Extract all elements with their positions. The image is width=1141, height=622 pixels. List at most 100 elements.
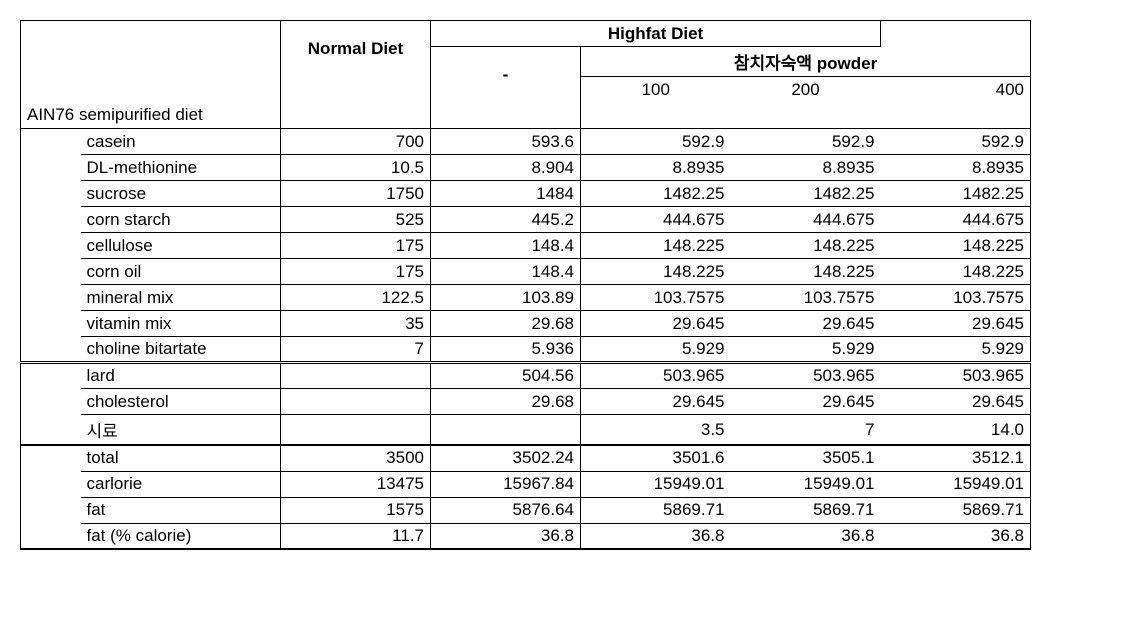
data-cell: 14.0 — [881, 415, 1031, 446]
data-cell: 29.68 — [431, 389, 581, 415]
data-cell: 8.904 — [431, 155, 581, 181]
data-cell — [431, 415, 581, 446]
header-blank — [21, 47, 81, 77]
table-row: fat15755876.645869.715869.715869.71 — [21, 497, 1031, 523]
data-cell: 503.965 — [881, 363, 1031, 389]
data-cell: 148.4 — [431, 233, 581, 259]
data-cell: 593.6 — [431, 129, 581, 155]
data-cell: 175 — [281, 259, 431, 285]
row-label: total — [81, 445, 281, 471]
data-cell: 444.675 — [881, 207, 1031, 233]
data-cell — [281, 389, 431, 415]
data-cell: 7 — [281, 337, 431, 363]
data-cell: 3505.1 — [731, 445, 881, 471]
row-label: choline bitartate — [81, 337, 281, 363]
row-label: casein — [81, 129, 281, 155]
indent-cell — [21, 471, 81, 497]
table-row: corn starch525445.2444.675444.675444.675 — [21, 207, 1031, 233]
data-cell: 29.68 — [431, 311, 581, 337]
indent-cell — [21, 415, 81, 446]
data-cell: 148.225 — [581, 259, 731, 285]
table-row: cholesterol29.6829.64529.64529.645 — [21, 389, 1031, 415]
table-row: choline bitartate75.9365.9295.9295.929 — [21, 337, 1031, 363]
data-cell: 29.645 — [881, 311, 1031, 337]
data-cell: 1482.25 — [581, 181, 731, 207]
data-cell: 503.965 — [731, 363, 881, 389]
header-blank — [281, 103, 431, 129]
row-label: cellulose — [81, 233, 281, 259]
col-normal-diet: Normal Diet — [281, 21, 431, 77]
data-cell: 5876.64 — [431, 497, 581, 523]
indent-cell — [21, 363, 81, 389]
data-cell: 29.645 — [731, 389, 881, 415]
table-row: sucrose175014841482.251482.251482.25 — [21, 181, 1031, 207]
data-cell — [281, 363, 431, 389]
data-cell: 175 — [281, 233, 431, 259]
table-row: total35003502.243501.63505.13512.1 — [21, 445, 1031, 471]
col-powder: 참치자숙액 powder — [581, 47, 1031, 77]
data-cell: 148.225 — [881, 259, 1031, 285]
data-cell: 8.8935 — [731, 155, 881, 181]
data-cell: 444.675 — [731, 207, 881, 233]
indent-cell — [21, 181, 81, 207]
data-cell: 15949.01 — [731, 471, 881, 497]
data-cell: 15949.01 — [881, 471, 1031, 497]
data-cell: 148.225 — [881, 233, 1031, 259]
row-label: lard — [81, 363, 281, 389]
data-cell: 148.4 — [431, 259, 581, 285]
data-cell: 5.929 — [731, 337, 881, 363]
table-row: corn oil175148.4148.225148.225148.225 — [21, 259, 1031, 285]
data-cell: 5.929 — [881, 337, 1031, 363]
indent-cell — [21, 389, 81, 415]
table-row: DL-methionine10.58.9048.89358.89358.8935 — [21, 155, 1031, 181]
data-cell: 15949.01 — [581, 471, 731, 497]
data-cell: 3500 — [281, 445, 431, 471]
data-cell: 29.645 — [731, 311, 881, 337]
header-blank — [281, 77, 431, 103]
data-cell: 1575 — [281, 497, 431, 523]
indent-cell — [21, 129, 81, 155]
data-cell: 525 — [281, 207, 431, 233]
data-cell: 445.2 — [431, 207, 581, 233]
data-cell: 5869.71 — [881, 497, 1031, 523]
data-cell: 8.8935 — [581, 155, 731, 181]
data-cell: 36.8 — [581, 523, 731, 549]
header-blank — [731, 103, 881, 129]
table-row: casein700593.6592.9592.9592.9 — [21, 129, 1031, 155]
indent-cell — [21, 285, 81, 311]
data-cell: 11.7 — [281, 523, 431, 549]
indent-cell — [21, 259, 81, 285]
data-cell: 5869.71 — [731, 497, 881, 523]
data-cell: 29.645 — [581, 389, 731, 415]
col-dose-400: 400 — [881, 77, 1031, 103]
row-label: fat — [81, 497, 281, 523]
row-label: corn oil — [81, 259, 281, 285]
indent-cell — [21, 207, 81, 233]
header-blank — [881, 103, 1031, 129]
data-cell: 700 — [281, 129, 431, 155]
data-cell: 3502.24 — [431, 445, 581, 471]
data-cell: 3.5 — [581, 415, 731, 446]
indent-cell — [21, 445, 81, 471]
row-label: vitamin mix — [81, 311, 281, 337]
data-cell: 592.9 — [581, 129, 731, 155]
data-cell: 29.645 — [881, 389, 1031, 415]
section-label: AIN76 semipurified diet — [21, 103, 281, 129]
header-blank — [881, 21, 1031, 47]
table-row: cellulose175148.4148.225148.225148.225 — [21, 233, 1031, 259]
data-cell: 1750 — [281, 181, 431, 207]
indent-cell — [21, 155, 81, 181]
data-cell: 3512.1 — [881, 445, 1031, 471]
data-cell: 15967.84 — [431, 471, 581, 497]
col-dose-200: 200 — [731, 77, 881, 103]
data-cell: 592.9 — [881, 129, 1031, 155]
data-cell: 103.7575 — [581, 285, 731, 311]
data-cell: 122.5 — [281, 285, 431, 311]
header-blank — [81, 47, 281, 77]
data-cell: 1482.25 — [731, 181, 881, 207]
data-cell: 36.8 — [881, 523, 1031, 549]
data-cell — [281, 415, 431, 446]
data-cell: 148.225 — [731, 233, 881, 259]
data-cell: 36.8 — [431, 523, 581, 549]
row-label: mineral mix — [81, 285, 281, 311]
